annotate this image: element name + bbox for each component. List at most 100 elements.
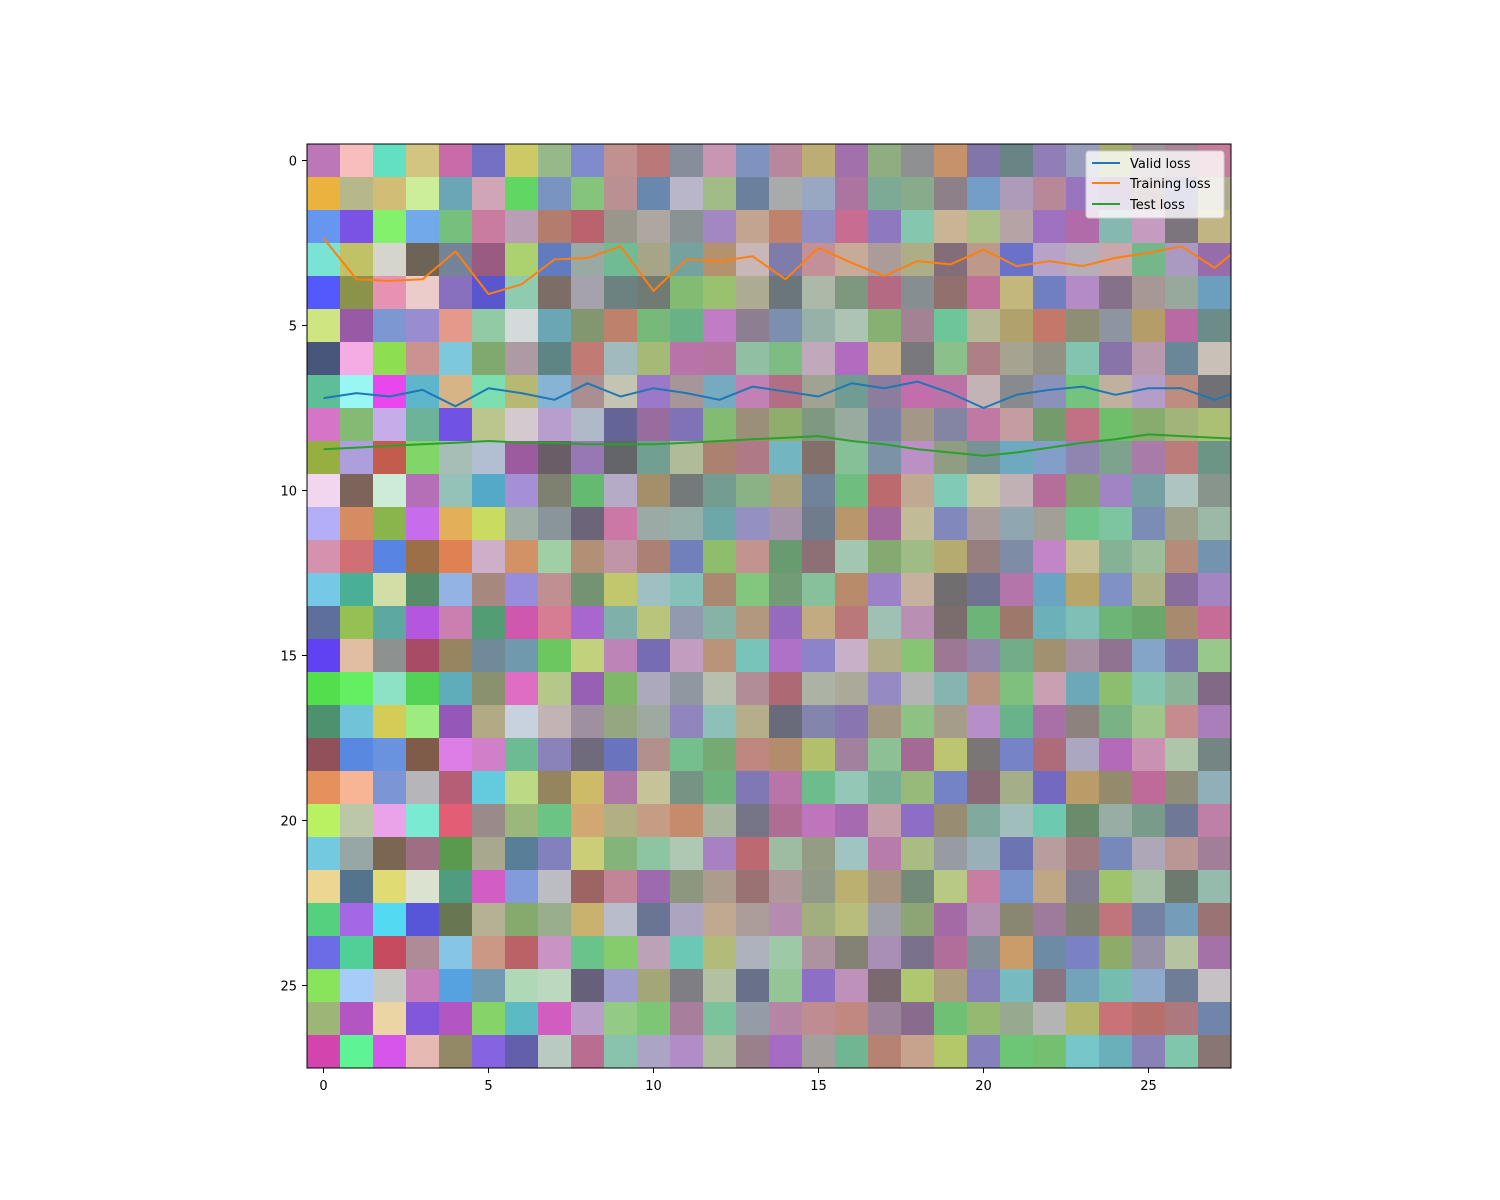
- heatmap-cell: [1198, 639, 1232, 673]
- heatmap-cell: [472, 573, 506, 607]
- heatmap-cell: [670, 276, 704, 310]
- heatmap-cell: [703, 969, 737, 1003]
- heatmap-cell: [472, 276, 506, 310]
- heatmap-cell: [1033, 804, 1067, 838]
- heatmap-cell: [307, 936, 341, 970]
- heatmap-cell: [901, 969, 935, 1003]
- heatmap-cell: [538, 969, 572, 1003]
- heatmap-cell: [1066, 408, 1100, 442]
- heatmap-cell: [1099, 771, 1133, 805]
- heatmap-cell: [340, 870, 374, 904]
- heatmap-cell: [406, 771, 440, 805]
- heatmap-cell: [1000, 969, 1034, 1003]
- heatmap-cell: [703, 606, 737, 640]
- heatmap-cell: [703, 408, 737, 442]
- heatmap-cell: [769, 342, 803, 376]
- heatmap-cell: [439, 144, 473, 178]
- heatmap-cell: [802, 309, 836, 343]
- heatmap-cell: [340, 771, 374, 805]
- heatmap-cell: [1099, 540, 1133, 574]
- heatmap-cell: [472, 936, 506, 970]
- heatmap-cell: [637, 903, 671, 937]
- heatmap-cell: [802, 969, 836, 1003]
- heatmap-cell: [1198, 837, 1232, 871]
- heatmap-cell: [1198, 936, 1232, 970]
- heatmap-cell: [472, 144, 506, 178]
- heatmap-cell: [604, 276, 638, 310]
- heatmap-cell: [703, 837, 737, 871]
- heatmap-cell: [406, 705, 440, 739]
- heatmap-cell: [934, 441, 968, 475]
- heatmap-cell: [604, 144, 638, 178]
- heatmap-cell: [307, 342, 341, 376]
- heatmap-cell: [1000, 441, 1034, 475]
- heatmap-cell: [1066, 936, 1100, 970]
- heatmap-cell: [868, 969, 902, 1003]
- heatmap-cell: [571, 276, 605, 310]
- heatmap-cell: [670, 1002, 704, 1036]
- heatmap-cell: [505, 474, 539, 508]
- heatmap-cell: [439, 936, 473, 970]
- heatmap-cell: [868, 144, 902, 178]
- heatmap-cell: [571, 936, 605, 970]
- heatmap-cell: [835, 276, 869, 310]
- heatmap-cell: [637, 804, 671, 838]
- heatmap-cell: [604, 540, 638, 574]
- heatmap-cell: [340, 903, 374, 937]
- heatmap-cell: [967, 870, 1001, 904]
- heatmap-cell: [604, 903, 638, 937]
- heatmap-cell: [1000, 309, 1034, 343]
- heatmap-cell: [571, 375, 605, 409]
- heatmap-cell: [1132, 936, 1166, 970]
- heatmap-cell: [1165, 1002, 1199, 1036]
- heatmap-cell: [802, 606, 836, 640]
- heatmap-cell: [703, 1035, 737, 1069]
- heatmap-cell: [802, 738, 836, 772]
- heatmap-cell: [505, 573, 539, 607]
- heatmap-cell: [835, 507, 869, 541]
- heatmap-cell: [1000, 507, 1034, 541]
- heatmap-cell: [868, 177, 902, 211]
- heatmap-cell: [439, 540, 473, 574]
- heatmap-cell: [538, 804, 572, 838]
- heatmap-cell: [868, 606, 902, 640]
- heatmap-cell: [934, 1002, 968, 1036]
- heatmap-cell: [538, 375, 572, 409]
- heatmap-cell: [703, 870, 737, 904]
- heatmap-cell: [538, 606, 572, 640]
- heatmap-cell: [1132, 672, 1166, 706]
- heatmap-cell: [439, 408, 473, 442]
- heatmap-cell: [604, 408, 638, 442]
- heatmap-cell: [571, 309, 605, 343]
- heatmap-cell: [373, 771, 407, 805]
- heatmap-cell: [835, 804, 869, 838]
- heatmap-cell: [340, 705, 374, 739]
- heatmap-cell: [373, 804, 407, 838]
- heatmap-cell: [967, 738, 1001, 772]
- heatmap-cell: [670, 573, 704, 607]
- heatmap-cell: [1099, 837, 1133, 871]
- heatmap-cell: [670, 936, 704, 970]
- legend: Valid loss Training loss Test loss: [1085, 150, 1225, 219]
- heatmap-cell: [307, 903, 341, 937]
- heatmap-cell: [868, 573, 902, 607]
- heatmap-cell: [505, 738, 539, 772]
- heatmap-cell: [472, 672, 506, 706]
- heatmap-cell: [1033, 870, 1067, 904]
- heatmap-cell: [373, 903, 407, 937]
- heatmap-cell: [901, 507, 935, 541]
- heatmap-cell: [307, 375, 341, 409]
- heatmap-cell: [967, 408, 1001, 442]
- heatmap-cell: [670, 804, 704, 838]
- heatmap-cell: [439, 804, 473, 838]
- heatmap-cell: [670, 969, 704, 1003]
- heatmap-cell: [802, 177, 836, 211]
- heatmap-cell: [1099, 606, 1133, 640]
- heatmap-cell: [1165, 969, 1199, 1003]
- heatmap-cell: [901, 177, 935, 211]
- heatmap-cell: [1066, 1002, 1100, 1036]
- plot-frame: [306, 143, 1232, 1069]
- heatmap-cell: [439, 177, 473, 211]
- heatmap-cell: [868, 210, 902, 244]
- heatmap-cell: [340, 837, 374, 871]
